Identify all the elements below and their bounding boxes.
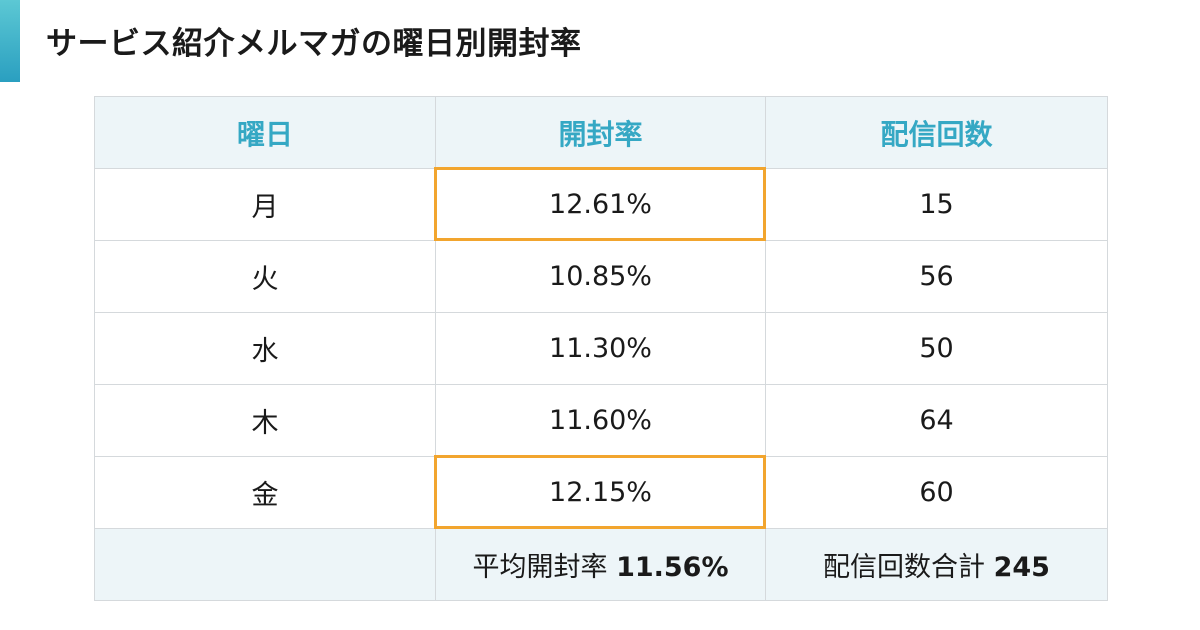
open-rate-cell: 12.15% [435,456,766,529]
header-open-rate: 開封率 [435,96,766,169]
table-row: 月 12.61% 15 [94,168,1108,241]
open-rate-table: 曜日 開封率 配信回数 月 12.61% 15 火 10.85% 56 水 11… [94,96,1108,601]
header-send-count: 配信回数 [765,96,1108,169]
send-count-cell: 56 [765,240,1108,313]
total-send-count-cell: 配信回数合計 245 [765,528,1108,601]
day-cell: 金 [94,456,436,529]
send-count-cell: 60 [765,456,1108,529]
page-title: サービス紹介メルマガの曜日別開封率 [46,26,582,62]
total-send-count-label: 配信回数合計 [823,552,986,583]
open-rate-table-container: 曜日 開封率 配信回数 月 12.61% 15 火 10.85% 56 水 11… [94,96,1108,601]
day-cell: 火 [94,240,436,313]
table-row: 火 10.85% 56 [94,240,1108,313]
send-count-cell: 15 [765,168,1108,241]
table-row: 金 12.15% 60 [94,456,1108,529]
table-footer-row: 平均開封率 11.56% 配信回数合計 245 [94,528,1108,601]
title-accent-bar [0,0,20,82]
header-day: 曜日 [94,96,436,169]
day-cell: 水 [94,312,436,385]
table-row: 水 11.30% 50 [94,312,1108,385]
footer-empty-cell [94,528,436,601]
average-open-rate-label: 平均開封率 [472,552,608,583]
total-send-count-value: 245 [993,552,1050,583]
average-open-rate-cell: 平均開封率 11.56% [435,528,766,601]
send-count-cell: 50 [765,312,1108,385]
table-header-row: 曜日 開封率 配信回数 [94,96,1108,169]
open-rate-cell: 11.30% [435,312,766,385]
open-rate-cell: 12.61% [435,168,766,241]
table-row: 木 11.60% 64 [94,384,1108,457]
average-open-rate-value: 11.56% [616,552,729,583]
send-count-cell: 64 [765,384,1108,457]
open-rate-cell: 11.60% [435,384,766,457]
open-rate-cell: 10.85% [435,240,766,313]
day-cell: 木 [94,384,436,457]
day-cell: 月 [94,168,436,241]
